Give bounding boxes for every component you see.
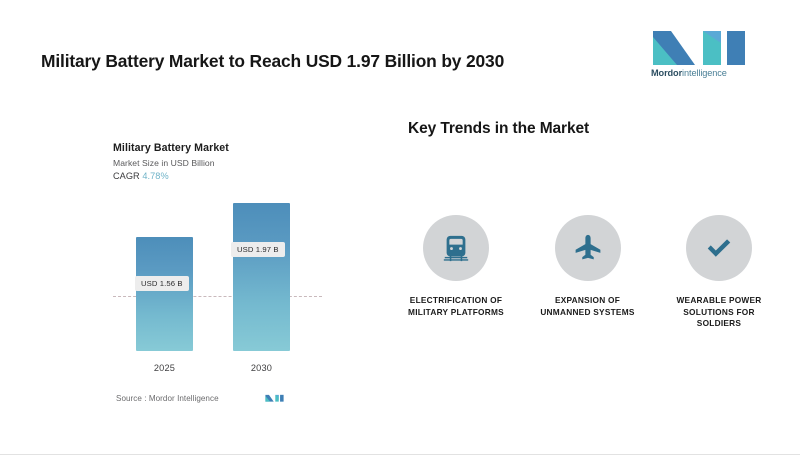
key-trends-heading: Key Trends in the Market bbox=[408, 120, 590, 137]
bar-value-label-2025: USD 1.56 B bbox=[135, 276, 189, 291]
checkmark-icon bbox=[707, 239, 731, 257]
cagr-label: CAGR bbox=[113, 171, 140, 181]
mordor-logo-mark bbox=[653, 31, 745, 65]
trend-label: WEARABLE POWER SOLUTIONS FOR SOLDIERS bbox=[676, 295, 762, 328]
brand-name-light: intelligence bbox=[682, 68, 727, 78]
source-text: Source : Mordor Intelligence bbox=[116, 393, 219, 403]
trend-item-electrification: ELECTRIFICATION OF MILITARY PLATFORMS bbox=[400, 215, 512, 330]
trend-label: EXPANSION OF UNMANNED SYSTEMS bbox=[540, 295, 635, 317]
chart-subtitle: Market Size in USD Billion bbox=[113, 158, 215, 168]
cagr-value: 4.78% bbox=[142, 171, 169, 181]
key-trends-list: ELECTRIFICATION OF MILITARY PLATFORMS EX… bbox=[400, 215, 775, 330]
x-axis-tick-2025: 2025 bbox=[153, 363, 176, 373]
reference-dashed-line bbox=[113, 296, 322, 297]
brand-name-bold: Mordor bbox=[651, 68, 683, 78]
trend-label: ELECTRIFICATION OF MILITARY PLATFORMS bbox=[408, 295, 504, 317]
chart-source: Source : Mordor Intelligence bbox=[116, 392, 328, 404]
chart-title: Military Battery Market bbox=[113, 142, 229, 154]
bar-value-label-2030: USD 1.97 B bbox=[231, 242, 285, 257]
mordor-intelligence-logo: Mordorintelligence bbox=[651, 27, 747, 79]
brand-wordmark: Mordorintelligence bbox=[651, 68, 747, 79]
market-size-chart: Military Battery Market Market Size in U… bbox=[113, 142, 328, 410]
chart-cagr: CAGR 4.78% bbox=[113, 171, 328, 181]
trend-icon-badge bbox=[554, 215, 621, 281]
trend-icon-badge bbox=[423, 215, 489, 281]
bar-2025 bbox=[136, 237, 193, 351]
x-axis-tick-2030: 2030 bbox=[250, 363, 273, 373]
trend-item-wearable-power: WEARABLE POWER SOLUTIONS FOR SOLDIERS bbox=[663, 215, 775, 330]
trend-item-unmanned-systems: EXPANSION OF UNMANNED SYSTEMS bbox=[532, 215, 644, 330]
chart-plot-area: USD 1.56 B USD 1.97 B 2025 2030 bbox=[113, 188, 328, 373]
mordor-logo-mark-small bbox=[265, 394, 284, 402]
trend-icon-badge bbox=[686, 215, 752, 281]
airplane-icon bbox=[575, 234, 600, 260]
page-title: Military Battery Market to Reach USD 1.9… bbox=[41, 51, 505, 71]
bar-2030 bbox=[233, 203, 290, 351]
train-icon bbox=[443, 235, 469, 262]
